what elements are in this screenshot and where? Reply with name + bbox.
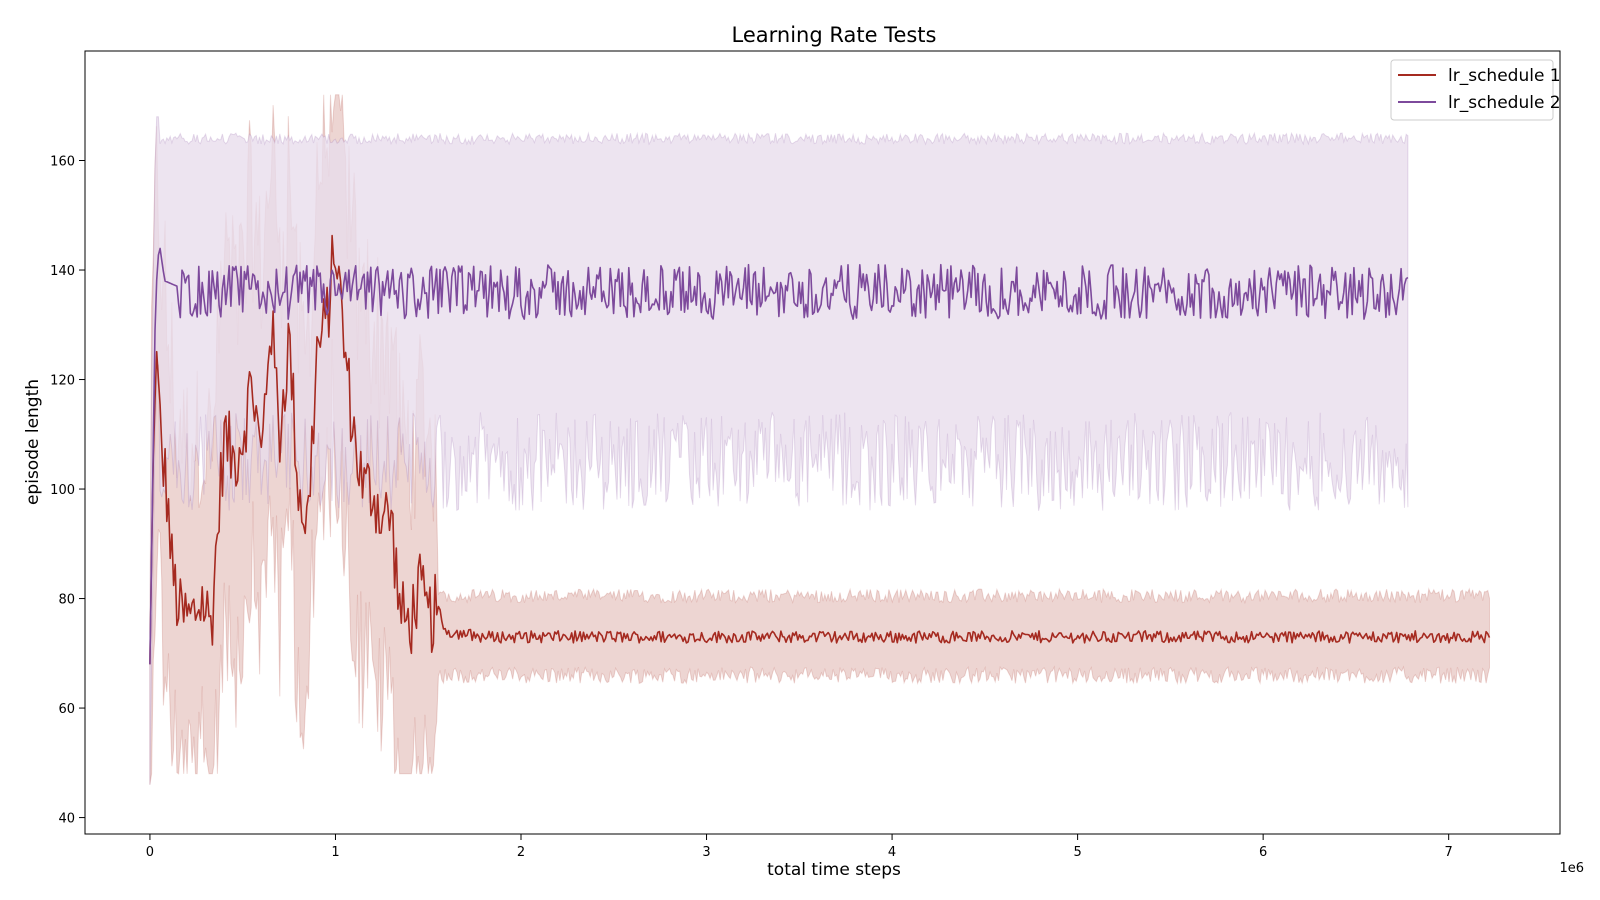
- x-tick-label: 7: [1445, 845, 1453, 860]
- y-axis-ticks: 40 60 80 100 120 140 160: [50, 155, 85, 827]
- y-tick-label: 40: [58, 812, 75, 827]
- x-tick-label: 3: [702, 845, 710, 860]
- legend: lr_schedule 1 lr_schedule 2: [1390, 59, 1561, 121]
- y-tick-label: 160: [50, 155, 75, 170]
- x-tick-label: 5: [1073, 845, 1081, 860]
- x-tick-label: 0: [146, 845, 154, 860]
- confidence-bands: [149, 94, 1490, 785]
- y-tick-label: 80: [58, 593, 75, 608]
- x-tick-label: 4: [888, 845, 896, 860]
- line-series-2: [149, 247, 1409, 665]
- series-lines: [149, 234, 1491, 665]
- x-axis-ticks: 0 1 2 3 4 5 6 7: [146, 834, 1453, 860]
- chart-title: Learning Rate Tests: [732, 23, 937, 47]
- y-tick-label: 140: [50, 264, 75, 279]
- x-axis-offset-label: 1e6: [1559, 861, 1584, 876]
- band-series-2: [149, 116, 1409, 785]
- x-tick-label: 6: [1259, 845, 1267, 860]
- x-tick-label: 1: [331, 845, 339, 860]
- x-axis-label: total time steps: [767, 860, 901, 880]
- band-series-1: [149, 94, 1490, 785]
- y-tick-label: 100: [50, 483, 75, 498]
- plot-frame: [84, 50, 1561, 835]
- line-series-1: [149, 234, 1491, 665]
- legend-label-1: lr_schedule 1: [1448, 66, 1561, 86]
- y-tick-label: 60: [58, 702, 75, 717]
- y-tick-label: 120: [50, 374, 75, 389]
- y-axis-label: episode length: [23, 379, 43, 505]
- legend-label-2: lr_schedule 2: [1448, 93, 1561, 113]
- x-tick-label: 2: [517, 845, 525, 860]
